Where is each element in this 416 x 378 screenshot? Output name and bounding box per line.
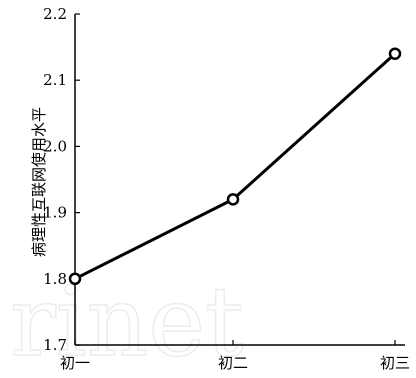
y-tick-label: 1.7 <box>43 336 67 354</box>
data-point <box>226 193 240 206</box>
y-axis-title: 病理性互联网使用水平 <box>30 107 48 257</box>
y-ticks: 1.7 1.8 1.9 2.0 2.1 2.2 <box>43 5 80 354</box>
data-point <box>388 47 402 60</box>
x-ticks: 初一 初二 初三 <box>60 340 410 372</box>
y-tick-label: 2.1 <box>43 71 67 89</box>
y-tick-label: 1.8 <box>43 270 67 288</box>
axes <box>74 14 405 346</box>
data-point <box>68 272 82 286</box>
x-tick-label: 初一 <box>60 354 90 372</box>
y-tick-label: 1.9 <box>43 204 67 222</box>
watermark: rinet <box>10 266 244 378</box>
x-tick-label: 初三 <box>380 354 410 372</box>
x-tick-label: 初二 <box>218 354 248 372</box>
series-polyline <box>74 52 397 281</box>
y-tick-label: 2.2 <box>43 5 67 23</box>
y-tick-label: 2.0 <box>43 137 67 155</box>
series-line <box>68 47 402 286</box>
